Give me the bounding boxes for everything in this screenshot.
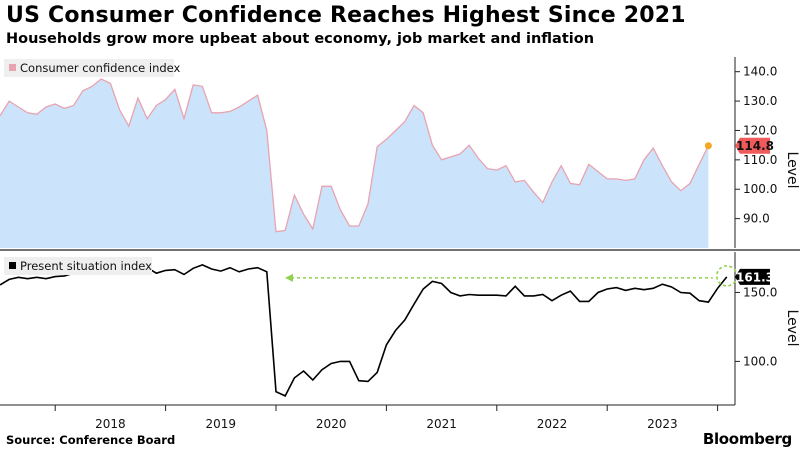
- bottom-legend-box: [4, 257, 152, 275]
- top-ylabel: Level: [784, 152, 800, 189]
- x-tick-label: 2018: [95, 417, 126, 431]
- top-value-callout: [735, 137, 770, 154]
- top-ytick-label: 140.0: [743, 65, 777, 79]
- bottom-value-label: 161.3: [736, 270, 774, 284]
- bottom-value-callout: [735, 268, 770, 285]
- x-tick-label: 2019: [206, 417, 237, 431]
- top-ytick-label: 100.0: [743, 182, 777, 196]
- bottom-ytick-label: 150.0: [743, 285, 777, 299]
- x-tick-label: 2022: [537, 417, 568, 431]
- bottom-legend-label: Present situation index: [20, 259, 152, 273]
- top-legend-swatch: [9, 64, 16, 71]
- top-ytick-label: 120.0: [743, 123, 777, 137]
- x-tick-label: 2020: [316, 417, 347, 431]
- top-value-label: 114.8: [736, 139, 774, 153]
- x-tick-label: 2021: [426, 417, 457, 431]
- top-ytick-label: 130.0: [743, 94, 777, 108]
- present-situation-line: [0, 264, 728, 397]
- bloomberg-logo: Bloomberg: [702, 430, 792, 448]
- reference-arrow-head: [285, 273, 293, 282]
- confidence-area: [0, 79, 709, 248]
- chart-title: US Consumer Confidence Reaches Highest S…: [6, 3, 686, 28]
- bottom-ytick-label: 100.0: [743, 354, 777, 368]
- confidence-line: [0, 78, 709, 233]
- last-point-dot: [704, 142, 712, 150]
- chart-subtitle: Households grow more upbeat about econom…: [6, 31, 595, 47]
- bottom-ylabel: Level: [784, 310, 800, 347]
- top-ytick-label: 110.0: [743, 153, 777, 167]
- last-point-highlight-circle: [715, 265, 738, 287]
- top-ytick-label: 90.0: [743, 212, 770, 226]
- top-legend-box: [4, 59, 174, 77]
- x-tick-label: 2023: [647, 417, 678, 431]
- bottom-legend-swatch: [9, 262, 16, 269]
- source-note: Source: Conference Board: [6, 433, 176, 447]
- top-legend-label: Consumer confidence index: [20, 61, 181, 75]
